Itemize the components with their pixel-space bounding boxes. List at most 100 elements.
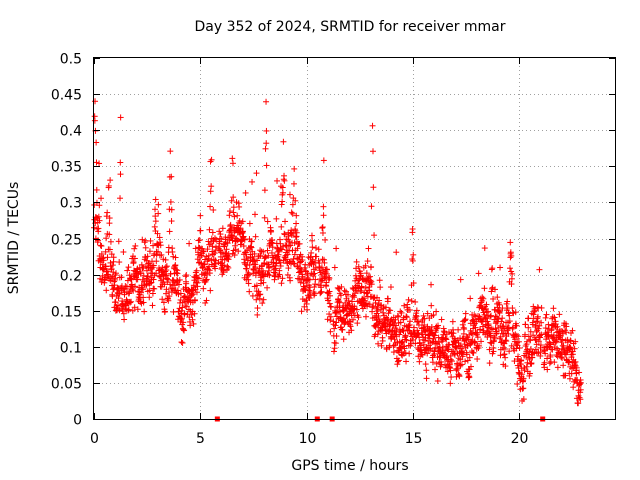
- data-point: [475, 270, 482, 277]
- data-point: [130, 287, 137, 294]
- data-point: [289, 201, 296, 208]
- data-point: [195, 237, 202, 244]
- data-point: [181, 310, 188, 317]
- data-point: [284, 251, 291, 258]
- data-point: [546, 360, 553, 367]
- data-point: [304, 306, 311, 313]
- data-point: [293, 229, 300, 236]
- data-point: [498, 327, 505, 334]
- data-point: [493, 330, 500, 337]
- data-point: [286, 191, 293, 198]
- data-point: [265, 252, 272, 259]
- data-point: [542, 350, 549, 357]
- data-point: [274, 177, 281, 184]
- data-point: [285, 265, 292, 272]
- data-point: [538, 319, 545, 326]
- data-point: [454, 365, 461, 372]
- data-point: [559, 330, 566, 337]
- y-tick-label: 0.4: [60, 124, 82, 140]
- data-point: [308, 232, 315, 239]
- data-point: [369, 122, 376, 129]
- data-point: [317, 290, 324, 297]
- data-point: [374, 331, 381, 338]
- data-point: [260, 279, 267, 286]
- data-point: [424, 350, 431, 357]
- data-point: [103, 235, 110, 242]
- data-point: [132, 242, 139, 249]
- data-point: [550, 332, 557, 339]
- data-point: [107, 177, 114, 184]
- data-point: [368, 203, 375, 210]
- y-tick-label: 0.1: [60, 341, 82, 357]
- data-point: [114, 302, 121, 309]
- data-point: [312, 245, 319, 252]
- data-point: [387, 307, 394, 314]
- data-point: [291, 165, 298, 172]
- data-point: [364, 258, 371, 265]
- data-point: [350, 316, 357, 323]
- data-point: [318, 271, 325, 278]
- data-point: [558, 339, 565, 346]
- data-point: [340, 336, 347, 343]
- data-point: [321, 259, 328, 266]
- data-point: [343, 288, 350, 295]
- data-point: [186, 240, 193, 247]
- data-point: [261, 214, 268, 221]
- data-point: [318, 264, 325, 271]
- data-point: [491, 335, 498, 342]
- data-point: [435, 322, 442, 329]
- data-point: [109, 262, 116, 269]
- data-point: [393, 327, 400, 334]
- data-point: [128, 298, 135, 305]
- data-point: [257, 252, 264, 259]
- data-point: [393, 249, 400, 256]
- data-point: [390, 342, 397, 349]
- data-point: [322, 236, 329, 243]
- data-point: [157, 242, 164, 249]
- data-point: [161, 271, 168, 278]
- data-point: [554, 323, 561, 330]
- data-point: [499, 315, 506, 322]
- data-point: [280, 138, 287, 145]
- data-point: [263, 98, 270, 105]
- data-point: [181, 327, 188, 334]
- data-point: [120, 286, 127, 293]
- data-point: [241, 236, 248, 243]
- data-point: [407, 337, 414, 344]
- data-point: [483, 309, 490, 316]
- data-point: [107, 277, 114, 284]
- data-point: [223, 246, 230, 253]
- data-point: [126, 272, 133, 279]
- data-point: [154, 248, 161, 255]
- data-point: [181, 293, 188, 300]
- data-point: [496, 301, 503, 308]
- data-point: [515, 353, 522, 360]
- data-point: [208, 156, 215, 163]
- y-tick-label: 0.15: [51, 305, 82, 321]
- data-point: [506, 348, 513, 355]
- data-point: [262, 145, 269, 152]
- data-point: [96, 160, 103, 167]
- data-point: [432, 366, 439, 373]
- data-point: [490, 295, 497, 302]
- data-point: [498, 318, 505, 325]
- data-point: [142, 244, 149, 251]
- data-point: [551, 359, 558, 366]
- data-point: [91, 117, 98, 124]
- data-point: [421, 337, 428, 344]
- data-point: [533, 341, 540, 348]
- data-point: [159, 296, 166, 303]
- data-point: [406, 318, 413, 325]
- data-point: [491, 286, 498, 293]
- data-point: [528, 360, 535, 367]
- data-point: [175, 281, 182, 288]
- data-point: [117, 171, 124, 178]
- data-point: [212, 244, 219, 251]
- data-point: [106, 215, 113, 222]
- chart-title: Day 352 of 2024, SRMTID for receiver mma…: [194, 19, 505, 35]
- data-point: [331, 325, 338, 332]
- data-point: [497, 352, 504, 359]
- data-point: [120, 248, 127, 255]
- data-point: [338, 283, 345, 290]
- data-point: [372, 322, 379, 329]
